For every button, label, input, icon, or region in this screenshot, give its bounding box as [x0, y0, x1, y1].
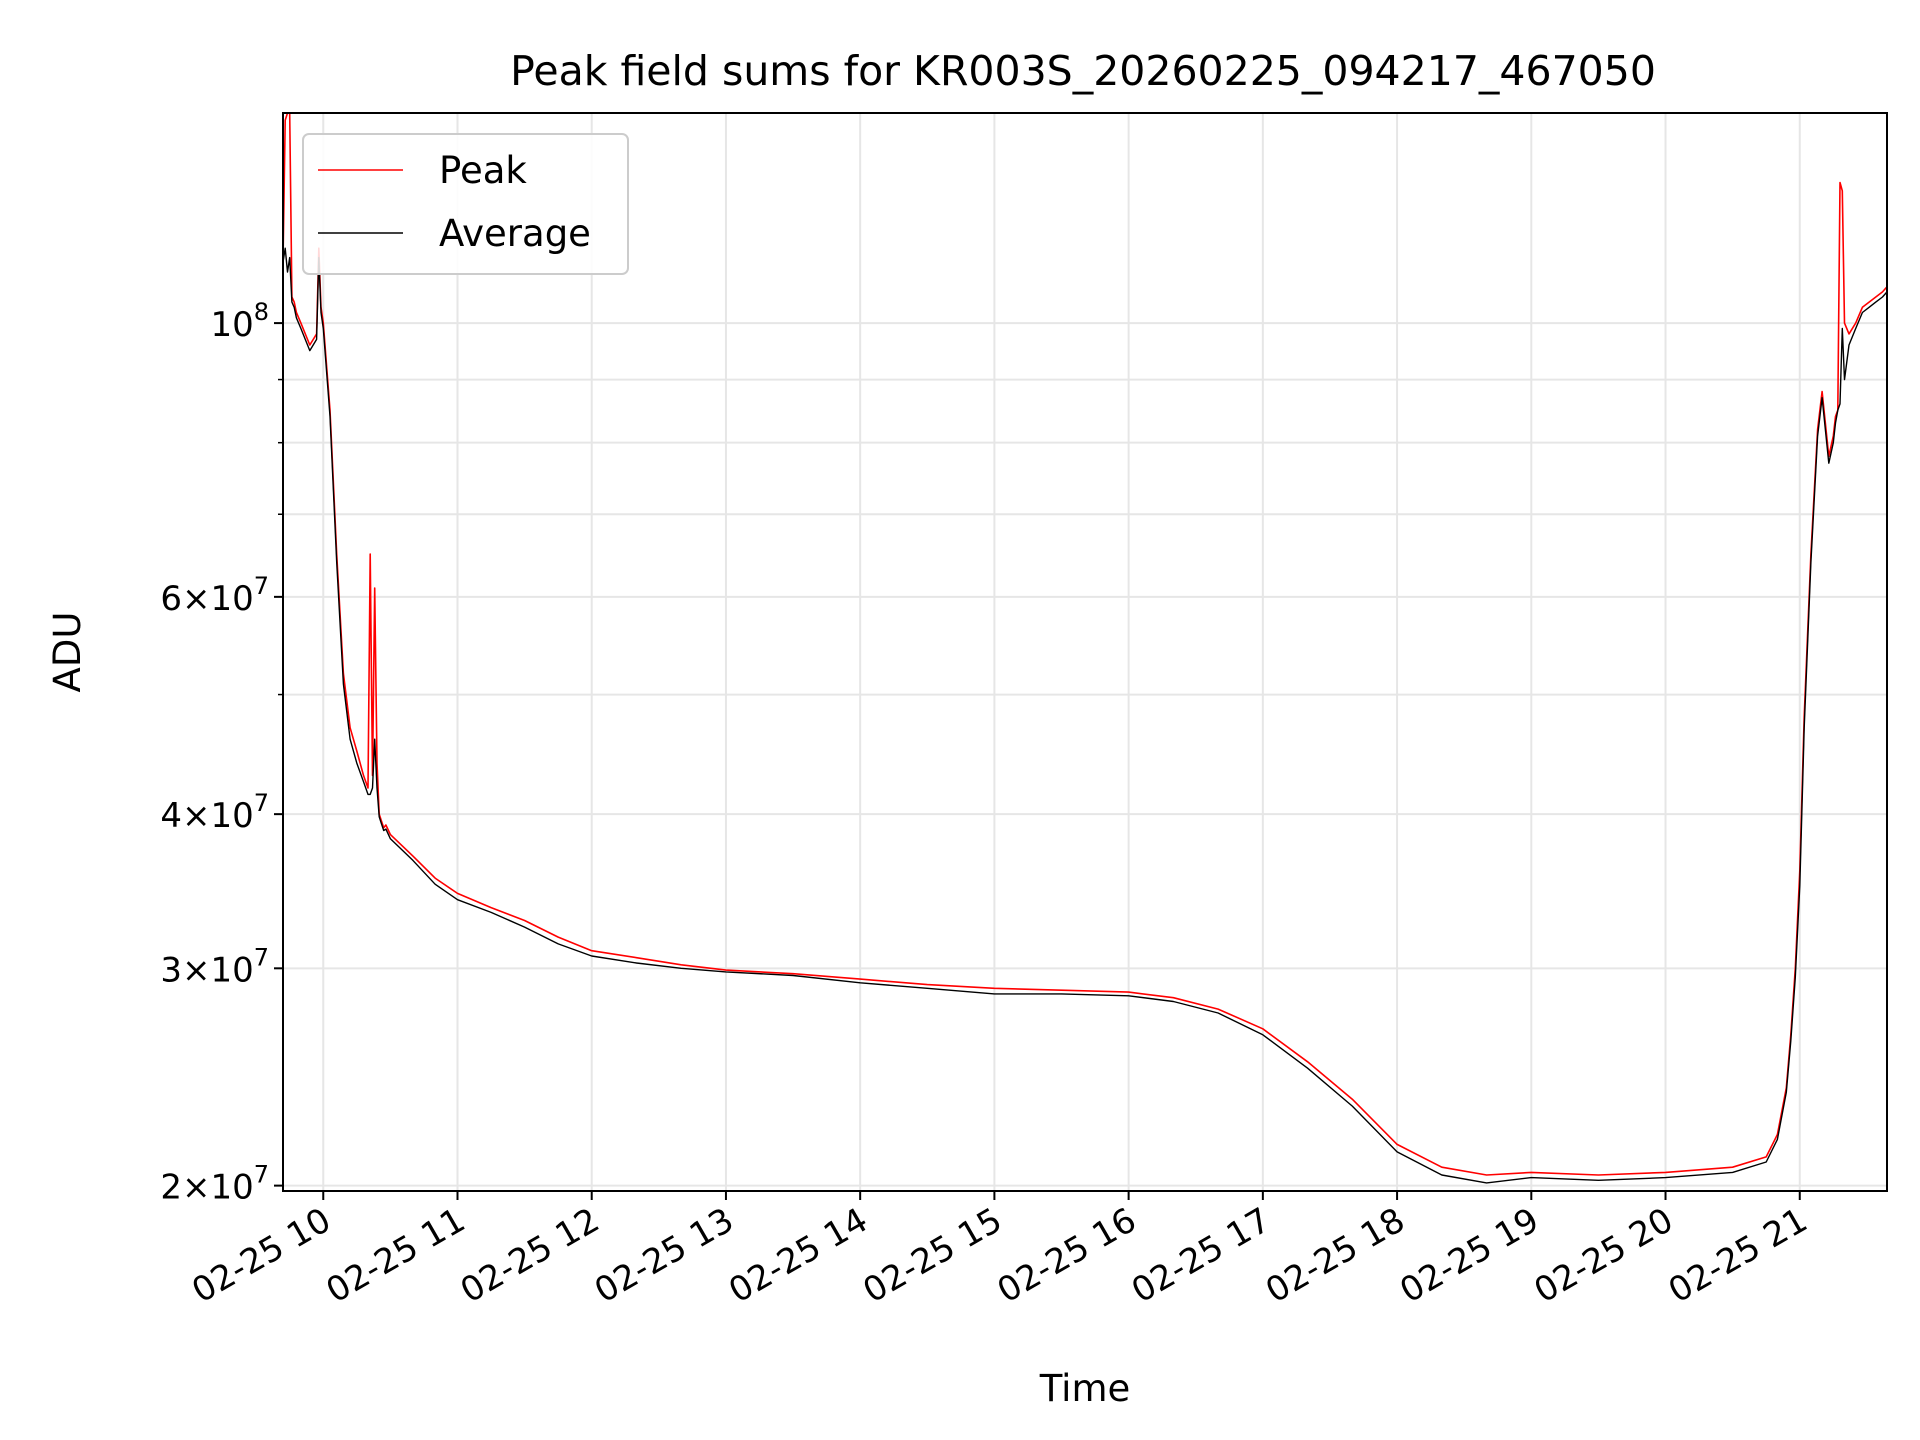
y-tick-base: 10 [210, 305, 253, 345]
y-tick-base: 3×10 [160, 950, 253, 990]
legend-label-average: Average [439, 212, 591, 255]
series-layer [283, 113, 1887, 1184]
y-tick-exponent: 7 [254, 1161, 269, 1189]
y-tick-exponent: 7 [254, 789, 269, 817]
y-tick-exponent: 7 [254, 572, 269, 600]
y-tick-label: 2×107 [160, 1161, 269, 1208]
y-tick-exponent: 8 [254, 298, 269, 326]
y-tick-label: 6×107 [160, 572, 269, 619]
y-axis-label: ADU [46, 612, 89, 693]
legend-label-peak: Peak [439, 149, 527, 192]
y-tick-label: 4×107 [160, 789, 269, 836]
plot-frame [282, 112, 1888, 1192]
y-tick-base: 2×10 [160, 1168, 253, 1208]
x-axis-label: Time [1039, 1367, 1131, 1410]
legend: Peak Average [302, 133, 629, 275]
y-tick-exponent: 7 [254, 943, 269, 971]
chart-title: Peak field sums for KR003S_20260225_0942… [510, 47, 1656, 95]
legend-box [302, 133, 629, 275]
x-gridlines [322, 113, 1801, 1191]
plot-background [283, 113, 1887, 1191]
series-line-average [283, 247, 1887, 1184]
y-tick-base: 6×10 [160, 579, 253, 619]
y-tick-base: 4×10 [160, 796, 253, 836]
y-gridlines [283, 322, 1887, 1187]
y-tick-label: 108 [210, 298, 269, 345]
y-tick-label: 3×107 [160, 943, 269, 990]
plot-area [282, 112, 1888, 1192]
